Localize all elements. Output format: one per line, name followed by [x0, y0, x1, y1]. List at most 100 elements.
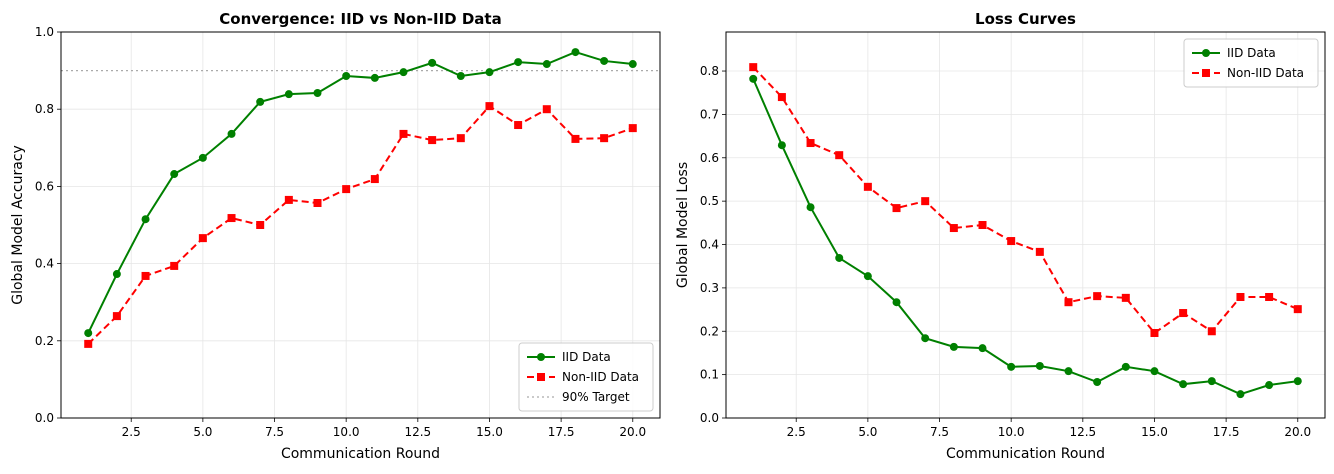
data-point	[921, 334, 930, 343]
data-point	[112, 312, 121, 321]
legend	[1183, 38, 1319, 88]
legend-marker	[1202, 69, 1210, 77]
x-axis-label: Communication Round	[946, 446, 1105, 462]
chart-title: Convergence: IID vs Non-IID Data	[219, 10, 501, 28]
data-point	[1035, 361, 1044, 370]
x-tick-label: 17.5	[1213, 425, 1240, 439]
data-point	[1035, 247, 1044, 256]
x-tick-label: 12.5	[404, 425, 431, 439]
x-tick-label: 20.0	[619, 425, 646, 439]
y-tick-label: 0.8	[700, 64, 719, 78]
x-tick-label: 7.5	[930, 425, 949, 439]
data-point	[1207, 327, 1216, 336]
data-point	[1236, 292, 1245, 301]
data-point	[600, 56, 609, 65]
data-point	[1007, 237, 1016, 246]
data-point	[777, 93, 786, 102]
y-tick-label: 1.0	[35, 25, 54, 39]
data-point	[806, 203, 815, 212]
data-point	[428, 58, 437, 67]
data-point	[227, 129, 236, 138]
data-point	[571, 134, 580, 143]
data-point	[777, 141, 786, 150]
data-point	[514, 121, 523, 130]
data-point	[399, 68, 408, 77]
y-axis-label: Global Model Loss	[675, 162, 691, 288]
data-point	[485, 68, 494, 77]
legend-box	[518, 342, 654, 412]
x-tick-label: 12.5	[1069, 425, 1096, 439]
y-tick-label: 0.2	[35, 334, 54, 348]
x-tick-label: 2.5	[787, 425, 806, 439]
y-tick-label: 0.1	[700, 368, 719, 382]
data-point	[313, 198, 322, 207]
legend-label: IID Data	[1227, 46, 1276, 60]
y-tick-label: 0.4	[35, 257, 54, 271]
data-point	[1236, 390, 1245, 399]
data-point	[1064, 298, 1073, 307]
legend	[518, 342, 654, 412]
data-point	[1293, 305, 1302, 314]
x-tick-label: 5.0	[858, 425, 877, 439]
chart-title: Loss Curves	[975, 10, 1076, 28]
data-point	[949, 342, 958, 351]
data-point	[428, 136, 437, 145]
x-tick-label: 15.0	[476, 425, 503, 439]
data-point	[978, 344, 987, 353]
data-point	[892, 204, 901, 213]
data-point	[84, 329, 93, 338]
data-point	[370, 175, 379, 184]
data-point	[284, 90, 293, 99]
data-point	[749, 74, 758, 83]
axes-frame	[60, 31, 661, 419]
data-point	[1265, 381, 1274, 390]
x-tick-label: 5.0	[193, 425, 212, 439]
data-point	[835, 151, 844, 160]
data-point	[1093, 378, 1102, 387]
x-axis-label: Communication Round	[281, 446, 440, 462]
series-line-1	[87, 104, 634, 345]
legend-label: Non-IID Data	[1227, 66, 1304, 80]
data-point	[571, 48, 580, 57]
data-point	[1121, 293, 1130, 302]
x-tick-label: 15.0	[1141, 425, 1168, 439]
data-point	[456, 134, 465, 143]
series-line-0	[752, 78, 1298, 396]
x-tick-label: 10.0	[998, 425, 1025, 439]
legend-box	[1183, 38, 1319, 88]
data-point	[863, 182, 872, 191]
chart-1	[722, 31, 1326, 422]
x-tick-label: 20.0	[1284, 425, 1311, 439]
data-point	[949, 224, 958, 233]
y-tick-label: 0.5	[700, 194, 719, 208]
data-point	[342, 185, 351, 194]
data-point	[1179, 309, 1188, 318]
data-point	[1150, 328, 1159, 337]
axes-frame	[725, 31, 1326, 419]
data-point	[227, 214, 236, 223]
legend-label: IID Data	[562, 350, 611, 364]
y-tick-label: 0.6	[700, 151, 719, 165]
data-point	[456, 72, 465, 81]
data-point	[1207, 377, 1216, 386]
data-point	[1007, 362, 1016, 371]
data-point	[1064, 367, 1073, 376]
y-tick-label: 0.0	[700, 411, 719, 425]
series-line-0	[87, 51, 633, 334]
y-tick-label: 0.8	[35, 102, 54, 116]
y-tick-label: 0.0	[35, 411, 54, 425]
legend-marker	[537, 373, 545, 381]
y-tick-label: 0.6	[35, 179, 54, 193]
series-line-1	[752, 66, 1299, 335]
x-tick-label: 10.0	[333, 425, 360, 439]
legend-label: Non-IID Data	[562, 370, 639, 384]
y-tick-label: 0.2	[700, 324, 719, 338]
data-point	[921, 197, 930, 206]
y-axis-label: Global Model Accuracy	[10, 145, 26, 305]
data-point	[370, 73, 379, 82]
data-point	[1150, 367, 1159, 376]
data-point	[141, 215, 150, 224]
data-point	[256, 221, 265, 229]
data-point	[198, 153, 207, 162]
